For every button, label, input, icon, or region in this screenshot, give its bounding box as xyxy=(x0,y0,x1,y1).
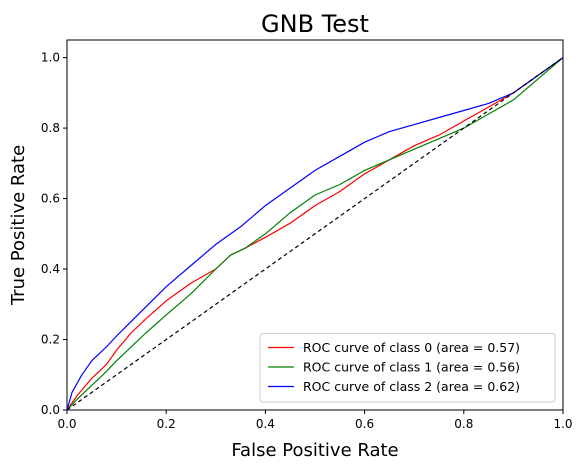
series-line-class-0 xyxy=(66,57,564,411)
legend-label: ROC curve of class 1 (area = 0.56) xyxy=(303,360,520,375)
chart-title: GNB Test xyxy=(261,10,369,38)
x-tick-label: 0.6 xyxy=(355,417,374,431)
x-axis-label: False Positive Rate xyxy=(231,440,398,461)
diagonal-reference-line xyxy=(66,57,564,411)
legend-box xyxy=(259,333,556,403)
legend: ROC curve of class 0 (area = 0.57) ROC cu… xyxy=(259,333,556,403)
x-tick-label: 0.0 xyxy=(57,417,76,431)
y-tick-label: 0.0 xyxy=(41,403,60,417)
y-tick-label: 0.8 xyxy=(41,121,60,135)
plot-area: 0.0 0.2 0.4 0.6 0.8 1.0 0.0 0.2 0.4 0.6 0.8 1.0 xyxy=(41,39,573,431)
legend-label: ROC curve of class 2 (area = 0.62) xyxy=(303,379,520,394)
axes-frame xyxy=(66,39,564,411)
legend-label: ROC curve of class 0 (area = 0.57) xyxy=(303,340,520,355)
y-tick-label: 0.6 xyxy=(41,192,60,206)
y-tick-label: 0.2 xyxy=(41,333,60,347)
x-tick-label: 0.2 xyxy=(157,417,176,431)
y-tick-label: 1.0 xyxy=(41,51,60,65)
x-tick-label: 1.0 xyxy=(553,417,572,431)
series-line-class-2 xyxy=(66,57,564,411)
y-axis-label: True Positive Rate xyxy=(8,145,29,306)
x-tick-label: 0.4 xyxy=(256,417,275,431)
x-tick-label: 0.8 xyxy=(454,417,473,431)
y-tick-label: 0.4 xyxy=(41,262,60,276)
